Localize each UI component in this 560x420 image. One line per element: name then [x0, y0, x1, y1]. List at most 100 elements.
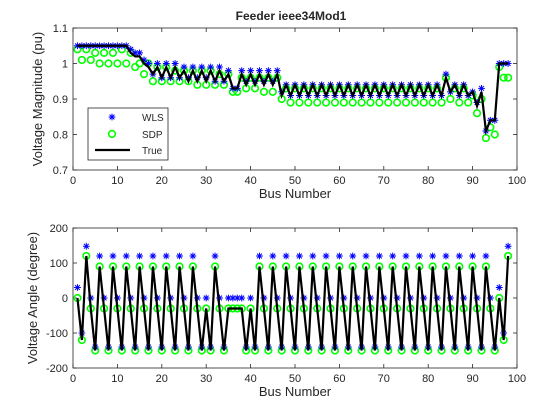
magnitude-sdp-point [472, 109, 482, 118]
magnitude-sdp-point [437, 98, 446, 107]
magnitude-wls-point [136, 49, 143, 57]
angle-xlabel: Bus Number [259, 384, 332, 399]
magnitude-sdp-point [481, 133, 491, 143]
magnitude-wls-point [225, 67, 232, 74]
angle-wls-point [447, 294, 454, 302]
angle-wls-point [82, 242, 90, 250]
angle-wls-point [460, 294, 468, 302]
magnitude-sdp-point [455, 98, 464, 107]
angle-wls-point [229, 294, 237, 302]
magnitude-xtick-label: 40 [244, 175, 256, 187]
angle-wls-point [362, 252, 370, 260]
angle-wls-point [162, 252, 170, 260]
angle-wls-point [225, 294, 232, 302]
angle-wls-point [300, 294, 308, 302]
magnitude-plot: 0 10 20 30 40 50 60 70 80 90 100 0.7 0.8 0.9 1 1.1 Bus N… [30, 23, 526, 201]
angle-wls-point [349, 252, 357, 260]
angle-wls-point [216, 294, 223, 302]
magnitude-sdp-point [410, 98, 419, 107]
magnitude-sdp-point [77, 55, 86, 65]
magnitude-wls-point [145, 60, 152, 67]
magnitude-wls-point [242, 77, 250, 85]
angle-wls-point [313, 294, 321, 302]
magnitude-sdp-point [357, 98, 366, 107]
magnitude-wls-point [171, 60, 179, 67]
angle-wls-point [486, 294, 494, 302]
angle-wls-point [180, 294, 188, 302]
angle-wls-point [74, 284, 81, 291]
magnitude-wls-point [153, 60, 161, 67]
angle-wls-point [189, 252, 197, 260]
legend-box [87, 107, 169, 161]
angle-xtick-label: 90 [466, 373, 478, 385]
angle-wls-point [327, 294, 334, 302]
angle-wls-point [202, 294, 210, 302]
angle-wls-point [122, 252, 130, 260]
angle-wls-point [402, 252, 410, 260]
angle-wls-point [433, 294, 441, 302]
magnitude-sdp-point [313, 98, 322, 107]
angle-wls-point [442, 252, 450, 260]
angle-ytick-label: 0 [62, 293, 68, 305]
magnitude-sdp-point [122, 59, 131, 68]
magnitude-wls-point [202, 74, 210, 82]
magnitude-wls-point [273, 67, 281, 74]
magnitude-xtick-label: 100 [508, 175, 526, 187]
magnitude-wls-point [162, 60, 170, 67]
magnitude-ytick-label: 0.8 [53, 130, 68, 142]
magnitude-sdp-point [113, 59, 122, 68]
magnitude-xtick-label: 0 [70, 175, 76, 187]
angle-wls-point [247, 294, 254, 302]
magnitude-wls-point [264, 67, 272, 74]
magnitude-ytick-label: 1 [62, 59, 68, 71]
magnitude-sdp-point [446, 94, 455, 104]
magnitude-wls-point [207, 63, 215, 71]
legend: WLS SDP True [87, 107, 169, 161]
magnitude-sdp-point [330, 98, 340, 107]
angle-plot: 0 10 20 30 40 50 60 70 80 90 100 -200 -100 0 100 200 Bus… [25, 223, 526, 399]
magnitude-ytick-label: 0.7 [53, 165, 68, 177]
angle-wls-point [495, 284, 503, 291]
angle-wls-point [393, 294, 401, 302]
magnitude-wls-point [198, 63, 206, 71]
angle-wls-point [256, 252, 263, 260]
angle-wls-point [114, 294, 121, 302]
angle-ytick-label: 100 [50, 258, 68, 270]
angle-wls-point [415, 252, 423, 260]
angle-wls-point [473, 294, 481, 302]
magnitude-wls-point [238, 67, 246, 74]
magnitude-sdp-point [348, 98, 357, 107]
angle-wls-point [273, 294, 281, 302]
angle-xtick-label: 0 [70, 373, 76, 385]
magnitude-sdp-point [295, 98, 304, 107]
angle-wls-point [296, 252, 303, 260]
magnitude-wls-point [185, 74, 192, 82]
magnitude-wls-point [251, 77, 259, 85]
angle-ylabel: Voltage Angle (degree) [25, 232, 40, 364]
angle-xtick-label: 80 [422, 373, 434, 385]
magnitude-sdp-point [99, 48, 109, 57]
magnitude-sdp-point [286, 98, 295, 107]
magnitude-wls-point [269, 77, 277, 85]
legend-true-label: True [142, 146, 163, 157]
angle-wls-point [504, 242, 512, 250]
magnitude-wls-point [247, 67, 254, 74]
magnitude-sdp-point [339, 98, 348, 107]
angle-wls-point [380, 294, 388, 302]
angle-wls-point [193, 294, 201, 302]
angle-xtick-label: 40 [244, 373, 256, 385]
angle-wls-point [211, 252, 219, 260]
magnitude-wls-point [127, 45, 135, 53]
angle-wls-point [309, 252, 317, 260]
magnitude-true-line [77, 44, 509, 136]
angle-wls-point [96, 252, 104, 260]
magnitude-sdp-point [499, 73, 508, 82]
angle-ytick-label: -200 [46, 363, 68, 375]
magnitude-xtick-label: 90 [466, 175, 478, 187]
angle-wls-point [233, 294, 241, 302]
angle-wls-point [407, 294, 414, 302]
magnitude-wls-point [131, 49, 139, 57]
magnitude-wls-point [256, 67, 263, 74]
